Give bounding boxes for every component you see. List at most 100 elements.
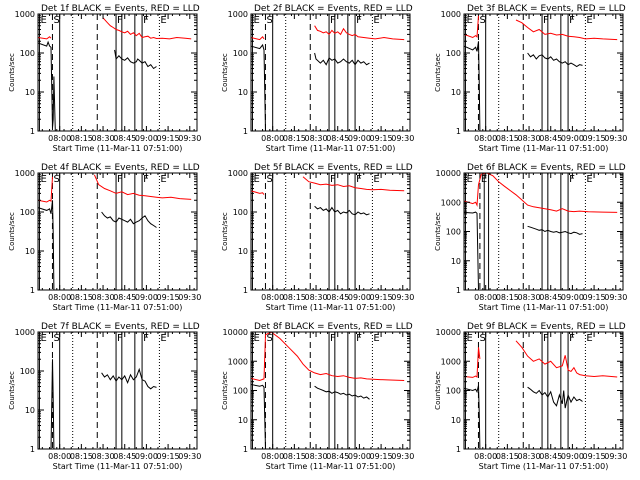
marker-label: F <box>143 15 149 26</box>
y-tick-label: 1000 <box>228 169 248 178</box>
y-tick-label: 100 <box>20 208 35 217</box>
x-tick-label: 09:15 <box>370 134 393 143</box>
x-tick-label: 09:15 <box>583 134 606 143</box>
events-series-line <box>38 200 55 290</box>
y-tick-label: 10 <box>451 257 461 266</box>
marker-label: E <box>160 174 166 185</box>
x-tick-label: 09:00 <box>561 293 584 302</box>
marker-label: S <box>479 15 485 26</box>
plot-frame <box>463 172 624 291</box>
x-tick-label: 09:15 <box>157 452 180 461</box>
lld-series-line <box>515 340 618 378</box>
marker-label: F <box>143 333 149 344</box>
y-tick-label: 1000 <box>228 357 248 366</box>
x-tick-label: 08:45 <box>539 452 562 461</box>
marker-label: E <box>586 15 592 26</box>
y-tick-label: 100 <box>446 228 461 237</box>
x-tick-label: 08:00 <box>261 293 284 302</box>
panel-title: Det 3f BLACK = Events, RED = LLD <box>467 4 626 14</box>
marker-label: E <box>253 333 259 344</box>
x-tick-label: 08:30 <box>305 293 328 302</box>
x-tick-label: 08:15 <box>70 134 93 143</box>
y-axis-label: Counts/sec <box>221 212 229 251</box>
marker-label: F <box>117 333 123 344</box>
lld-series-line <box>302 176 405 192</box>
y-tick-label: 1 <box>30 445 35 454</box>
marker-label: F <box>330 333 336 344</box>
y-tick-label: 10 <box>25 247 35 256</box>
marker-label: F <box>356 174 362 185</box>
x-tick-label: 09:15 <box>157 293 180 302</box>
lld-series-line <box>38 36 52 40</box>
x-tick-label: 08:30 <box>305 452 328 461</box>
y-tick-label: 100 <box>446 387 461 396</box>
y-tick-label: 1 <box>30 286 35 295</box>
x-axis-label: Start Time (11-Mar-11 07:51:00) <box>53 462 183 471</box>
marker-label: S <box>53 174 59 185</box>
marker-label: S <box>479 333 485 344</box>
x-tick-label: 09:30 <box>178 293 201 302</box>
y-tick-label: 100 <box>233 49 248 58</box>
y-axis-label: Counts/sec <box>221 53 229 92</box>
x-tick-label: 08:00 <box>474 134 497 143</box>
y-tick-label: 1 <box>243 286 248 295</box>
marker-label: F <box>356 333 362 344</box>
x-tick-label: 08:45 <box>326 293 349 302</box>
x-tick-label: 08:45 <box>113 452 136 461</box>
y-tick-label: 100 <box>233 387 248 396</box>
marker-label: E <box>586 333 592 344</box>
lld-series-line <box>102 17 192 40</box>
x-tick-label: 08:15 <box>283 452 306 461</box>
events-series-line <box>101 211 157 228</box>
lld-series-line <box>38 176 53 203</box>
y-tick-label: 1000 <box>228 10 248 19</box>
events-series-line <box>464 211 479 290</box>
x-tick-label: 08:45 <box>113 293 136 302</box>
marker-label: E <box>466 333 472 344</box>
x-tick-label: 08:30 <box>518 134 541 143</box>
x-tick-label: 08:30 <box>92 293 115 302</box>
plot-frame <box>37 172 198 291</box>
y-tick-label: 100 <box>233 208 248 217</box>
x-tick-label: 09:15 <box>157 134 180 143</box>
panel-title: Det 7f BLACK = Events, RED = LLD <box>41 322 200 332</box>
marker-label: F <box>117 174 123 185</box>
y-axis-label: Counts/sec <box>221 371 229 410</box>
marker-label: E <box>40 174 46 185</box>
lld-series-line <box>464 173 618 213</box>
y-tick-label: 1000 <box>15 169 35 178</box>
y-tick-label: 1000 <box>441 198 461 207</box>
marker-label: F <box>543 15 549 26</box>
x-tick-label: 09:00 <box>561 134 584 143</box>
y-tick-label: 10 <box>451 88 461 97</box>
panel-title: Det 2f BLACK = Events, RED = LLD <box>254 4 413 14</box>
x-tick-label: 08:45 <box>539 134 562 143</box>
panel-title: Det 9f BLACK = Events, RED = LLD <box>467 322 626 332</box>
x-tick-label: 09:15 <box>370 452 393 461</box>
x-tick-label: 09:15 <box>583 293 606 302</box>
lld-series-line <box>464 347 481 378</box>
x-tick-label: 08:00 <box>48 452 71 461</box>
x-tick-label: 08:45 <box>113 134 136 143</box>
y-axis-label: Counts/sec <box>8 212 16 251</box>
panel-title: Det 8f BLACK = Events, RED = LLD <box>254 322 413 332</box>
x-tick-label: 08:00 <box>474 293 497 302</box>
marker-label: F <box>356 15 362 26</box>
x-tick-label: 09:30 <box>391 134 414 143</box>
x-tick-label: 09:30 <box>604 293 627 302</box>
events-series-line <box>38 40 57 131</box>
plot-frame <box>37 13 198 132</box>
lld-series-line <box>515 19 618 41</box>
marker-label: F <box>569 333 575 344</box>
x-tick-label: 08:30 <box>92 134 115 143</box>
events-series-line <box>101 367 157 390</box>
x-tick-label: 09:00 <box>348 293 371 302</box>
x-tick-label: 08:30 <box>305 134 328 143</box>
y-tick-label: 10 <box>25 88 35 97</box>
x-tick-label: 08:00 <box>474 452 497 461</box>
marker-label: E <box>40 333 46 344</box>
marker-label: E <box>160 333 166 344</box>
events-series-line <box>50 359 55 449</box>
y-tick-label: 1 <box>30 127 35 136</box>
